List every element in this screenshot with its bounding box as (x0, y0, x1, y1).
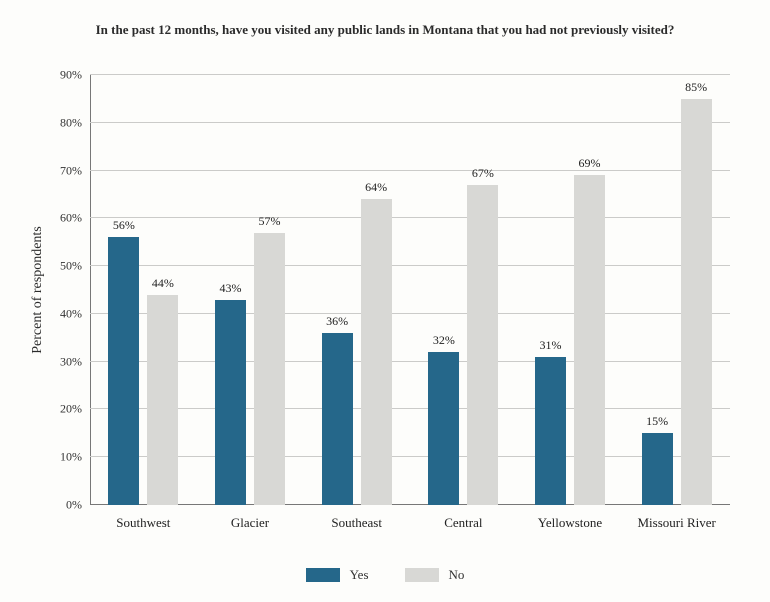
bar-value-label: 44% (138, 276, 188, 291)
legend-label: Yes (350, 567, 369, 583)
bar-yes (535, 357, 566, 505)
bar-no (361, 199, 392, 505)
legend-item-no: No (405, 567, 465, 583)
bar-no (147, 295, 178, 505)
legend-swatch (306, 568, 340, 582)
bar-no (254, 233, 285, 505)
bar-yes (108, 237, 139, 505)
bar-no (467, 185, 498, 505)
bar-group: 15%85%Missouri River (623, 75, 730, 505)
legend-item-yes: Yes (306, 567, 369, 583)
y-tick-label: 20% (60, 402, 82, 417)
bar-value-label: 32% (419, 333, 469, 348)
chart-container: In the past 12 months, have you visited … (0, 0, 770, 602)
bar-yes (215, 300, 246, 505)
bar-value-label: 15% (632, 414, 682, 429)
bar-value-label: 64% (351, 180, 401, 195)
bar-value-label: 67% (458, 166, 508, 181)
legend-swatch (405, 568, 439, 582)
y-tick-label: 0% (66, 498, 82, 513)
chart-title: In the past 12 months, have you visited … (0, 22, 770, 38)
bar-yes (642, 433, 673, 505)
bar-no (574, 175, 605, 505)
bar-yes (322, 333, 353, 505)
bar-group: 43%57%Glacier (197, 75, 304, 505)
x-tick-label: Southwest (90, 515, 197, 531)
bar-value-label: 36% (312, 314, 362, 329)
bar-value-label: 85% (671, 80, 721, 95)
y-axis-label: Percent of respondents (30, 226, 46, 354)
bar-group: 56%44%Southwest (90, 75, 197, 505)
bar-value-label: 56% (99, 218, 149, 233)
bar-value-label: 31% (525, 338, 575, 353)
legend-label: No (449, 567, 465, 583)
bar-group: 31%69%Yellowstone (517, 75, 624, 505)
y-tick-label: 80% (60, 115, 82, 130)
x-tick-label: Southeast (303, 515, 410, 531)
bar-value-label: 57% (244, 214, 294, 229)
y-tick-label: 30% (60, 354, 82, 369)
y-tick-label: 60% (60, 211, 82, 226)
plot-area: 56%44%Southwest43%57%Glacier36%64%Southe… (90, 75, 730, 505)
bar-value-label: 43% (205, 281, 255, 296)
x-tick-label: Central (410, 515, 517, 531)
bar-group: 32%67%Central (410, 75, 517, 505)
bar-group: 36%64%Southeast (303, 75, 410, 505)
y-tick-label: 70% (60, 163, 82, 178)
y-tick-label: 40% (60, 306, 82, 321)
x-tick-label: Glacier (197, 515, 304, 531)
y-tick-label: 50% (60, 259, 82, 274)
legend: Yes No (0, 567, 770, 586)
y-tick-label: 90% (60, 68, 82, 83)
bar-value-label: 69% (564, 156, 614, 171)
y-tick-label: 10% (60, 450, 82, 465)
x-tick-label: Yellowstone (517, 515, 624, 531)
bar-no (681, 99, 712, 505)
x-tick-label: Missouri River (623, 515, 730, 531)
bar-yes (428, 352, 459, 505)
